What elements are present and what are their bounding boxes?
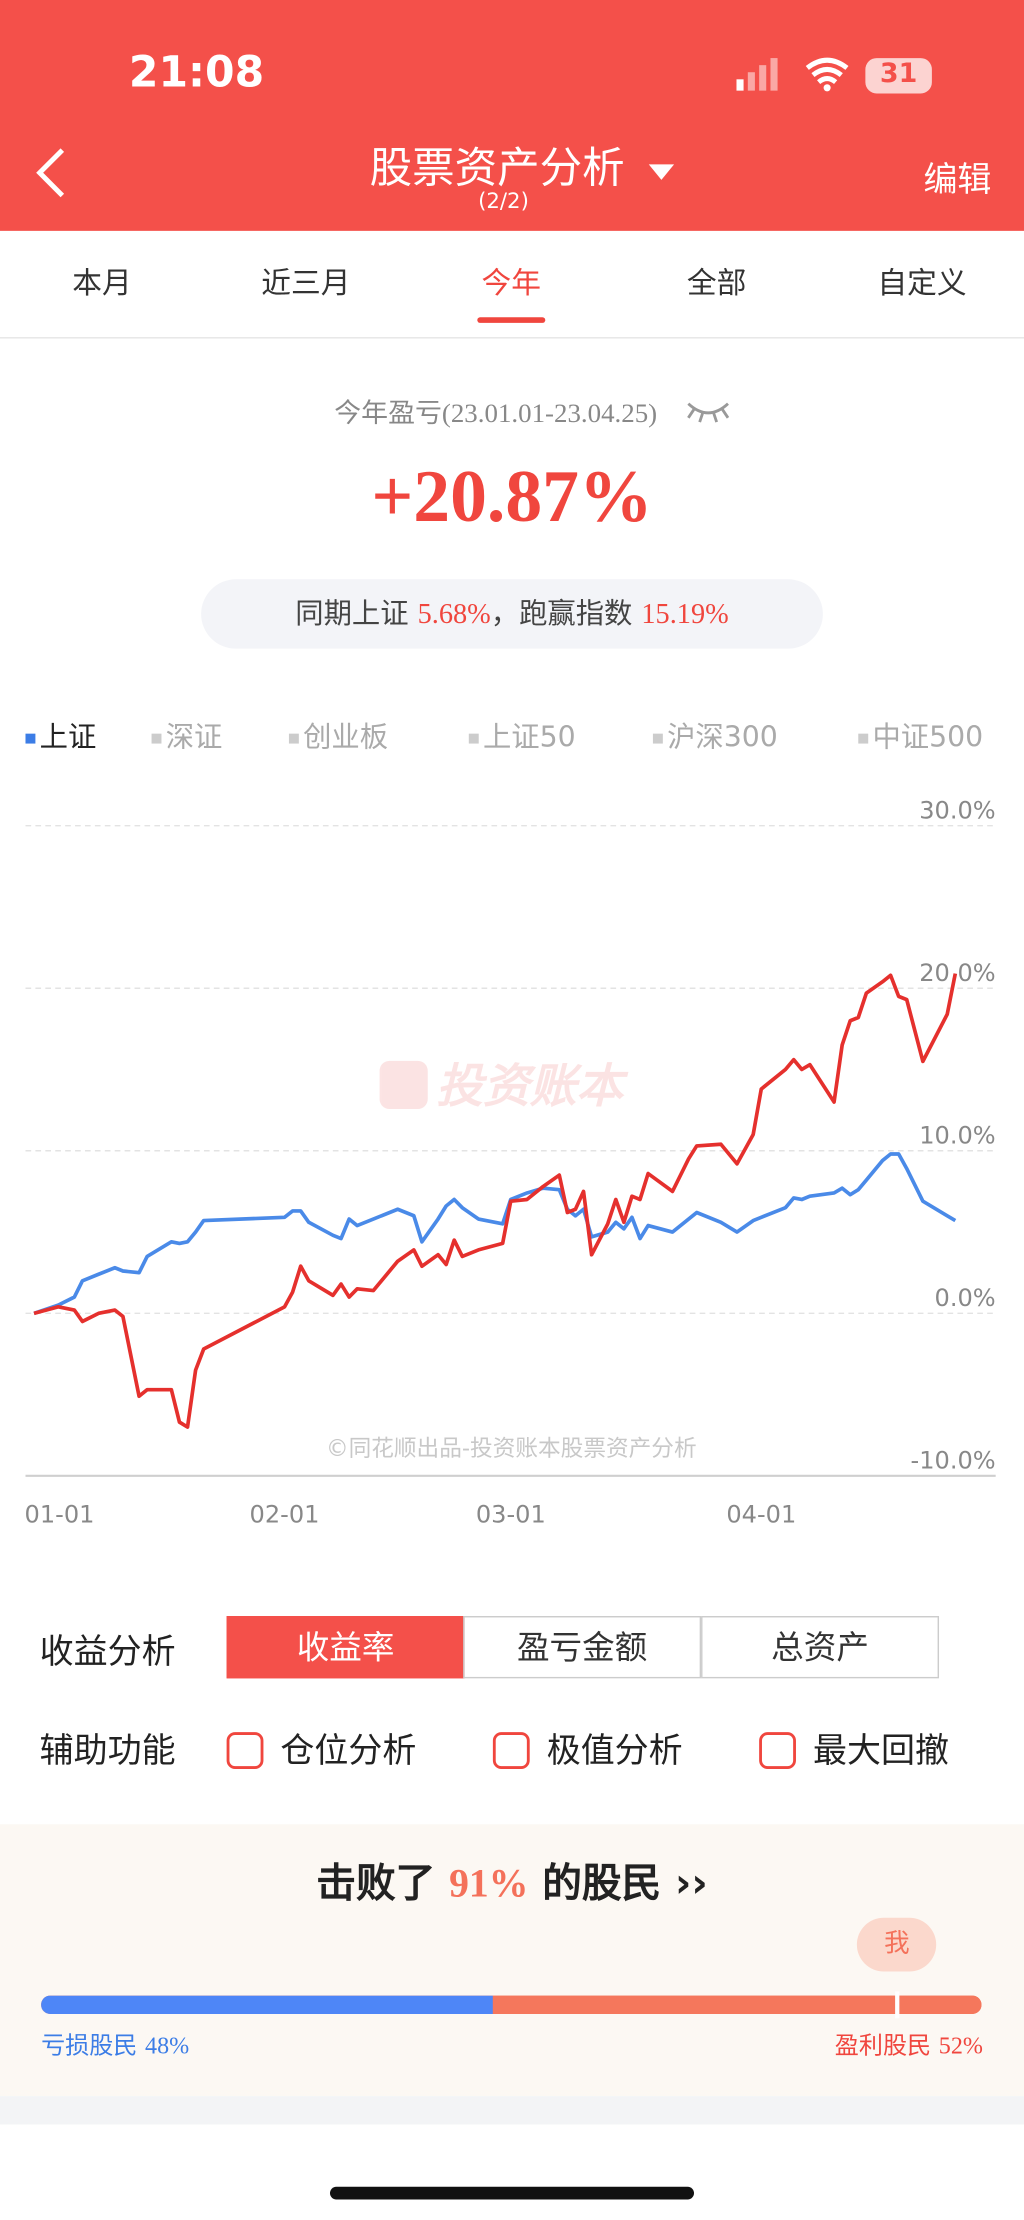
edit-button[interactable]: 编辑 [923,160,992,200]
index-name: 上证50 [482,719,576,754]
aux-checkbox[interactable]: 最大回撤 [759,1729,949,1771]
rank-percent: 91% [449,1862,529,1907]
summary-label-text: 今年盈亏(23.01.01-23.04.25) [334,399,658,430]
series-line [33,1152,957,1316]
aux-option: 仓位分析 [280,1730,417,1771]
header: 21:08 31 股票资产分析 (2/2) 编辑 [0,0,1024,231]
watermark-icon [379,1060,428,1109]
rank-bar [41,1995,982,2015]
series-line [33,973,958,1429]
analysis-option[interactable]: 盈亏金额 [463,1616,702,1679]
loss-label: 亏损股民 [41,2032,138,2061]
index-option[interactable]: 上证 [25,714,96,755]
page-indicator: (2/2) [478,188,529,214]
profit-label: 盈利股民 [834,2032,932,2061]
profit-legend: 盈利股民 52% [835,2025,983,2060]
index-name: 中证500 [872,719,984,754]
x-tick-label: 03-01 [476,1501,546,1529]
battery [865,58,932,94]
period-tab[interactable]: 自定义 [877,266,967,301]
me-tick [894,1991,899,2019]
profit-percent: 52% [938,2032,983,2060]
excess-return: 15.19% [641,599,729,631]
x-tick-label: 02-01 [250,1501,320,1529]
loss-legend: 亏损股民 48% [41,2025,189,2060]
battery-level: 31 [879,58,918,90]
status-time: 21:08 [128,48,265,98]
index-name: 上证 [39,719,97,754]
wifi [805,57,849,85]
index-option[interactable]: 创业板 [288,714,389,755]
rank-title[interactable]: 击败了 91% 的股民 ›› [316,1859,708,1907]
period-tab[interactable]: 近三月 [261,266,351,301]
period-tabs: 本月 近三月 今年 全部 自定义 [0,231,1024,339]
back-button[interactable] [34,147,71,198]
index-return: 5.68% [417,599,491,631]
loss-segment [41,1995,493,2015]
checkbox [226,1732,264,1769]
profit-segment [492,1995,982,2015]
index-name: 深证 [165,719,223,754]
legend-swatch [288,733,299,744]
divider [0,2096,1024,2125]
analysis-label: 收益分析 [39,1631,176,1672]
y-tick-label: 30.0% [919,797,995,825]
index-option[interactable]: 沪深300 [652,714,778,755]
home-indicator [330,2186,694,2200]
legend-swatch [468,733,479,744]
rank-panel[interactable] [0,1824,1024,2097]
period-tab[interactable]: 今年 [477,231,546,337]
summary-label: 今年盈亏(23.01.01-23.04.25) [0,392,991,430]
rank-prefix: 击败了 [316,1859,436,1907]
compare-pill: 同期上证 5.68%，跑赢指数 15.19% [201,579,823,649]
index-name: 沪深300 [667,719,778,754]
aux-checkbox[interactable]: 极值分析 [492,1729,683,1771]
aux-label: 辅助功能 [39,1730,176,1771]
aux-checkbox[interactable]: 仓位分析 [226,1729,417,1771]
index-option[interactable]: 中证500 [858,714,983,755]
page-title[interactable]: 股票资产分析 [369,144,625,195]
compare-sep: ，跑赢指数 [490,596,633,631]
signal [759,65,767,91]
y-tick-label: 10.0% [919,1122,995,1150]
signal [747,72,755,91]
compare-prefix: 同期上证 [295,596,409,631]
period-tab[interactable]: 本月 [72,266,132,301]
x-tick-label: 01-01 [25,1501,95,1529]
title-dropdown[interactable] [648,164,675,181]
index-option[interactable]: 上证50 [468,714,576,755]
legend-swatch [652,733,663,744]
analysis-option[interactable]: 总资产 [701,1616,940,1679]
wifi [823,84,831,92]
rank-suffix: 的股民 [542,1859,662,1907]
x-tick-label: 04-01 [726,1501,796,1529]
hide-toggle[interactable] [685,397,730,425]
analysis-option[interactable]: 收益率 [226,1616,465,1679]
loss-percent: 48% [145,2032,190,2060]
legend-swatch [858,733,869,744]
y-tick-label: -10.0% [911,1447,996,1475]
signal [736,79,744,91]
index-option[interactable]: 深证 [151,714,223,755]
watermark-text: 投资账本 [436,1060,629,1114]
period-tab[interactable]: 全部 [686,266,747,301]
chart-credit: ©同花顺出品-投资账本股票资产分析 [326,1436,697,1462]
signal [770,58,778,91]
y-tick-label: 20.0% [919,959,995,987]
total-return: +20.87% [371,457,653,539]
aux-option: 最大回撤 [812,1730,949,1771]
me-marker: 我 [857,1917,937,1972]
aux-option: 极值分析 [546,1730,683,1771]
index-name: 创业板 [303,719,389,754]
status-icons [736,57,932,94]
y-tick-label: 0.0% [935,1284,996,1312]
legend-swatch [151,733,162,744]
checkbox [492,1732,530,1769]
checkbox [759,1732,796,1769]
legend-swatch [25,733,36,744]
watermark: 投资账本 [379,1060,629,1114]
return-chart: 投资账本 ©同花顺出品-投资账本股票资产分析 -10.0% 0.0% 10.0% 20.0… [25,797,996,1529]
